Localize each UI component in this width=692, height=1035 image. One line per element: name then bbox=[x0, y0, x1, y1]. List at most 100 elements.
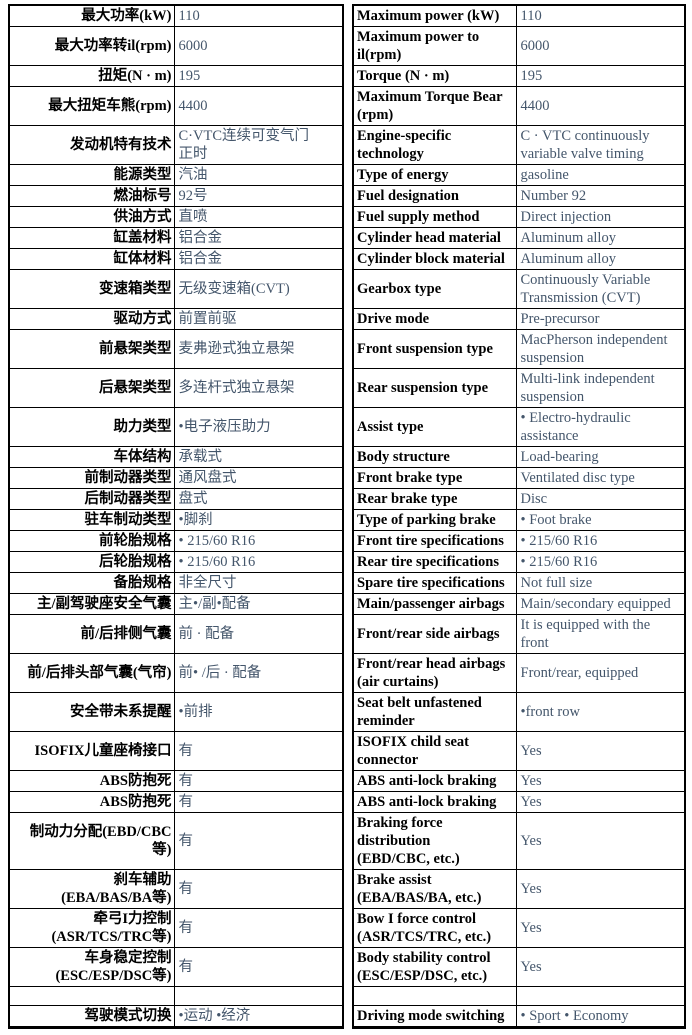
zh-value-cell: 承载式 bbox=[173, 446, 344, 468]
zh-value-cell: 195 bbox=[173, 65, 344, 87]
spec-row: 制动力分配(EBD/CBC 等) 有 Braking force distribut… bbox=[8, 812, 686, 870]
en-label-cell: Spare tire specifications bbox=[352, 572, 517, 594]
en-value-cell: • 215/60 R16 bbox=[515, 530, 686, 552]
zh-label-cell: 缸盖材料 bbox=[8, 227, 175, 249]
zh-label-cell: 前制动器类型 bbox=[8, 467, 175, 489]
zh-label-cell: 前悬架类型 bbox=[8, 329, 175, 369]
zh-label-cell: 变速箱类型 bbox=[8, 269, 175, 309]
zh-value-cell: 通风盘式 bbox=[173, 467, 344, 489]
spec-row: 后制动器类型 盘式 Rear brake type Disc bbox=[8, 488, 686, 510]
zh-label-cell: 前/后排侧气囊 bbox=[8, 614, 175, 654]
en-value-cell: Yes bbox=[515, 908, 686, 948]
table-gap bbox=[342, 329, 354, 369]
zh-value-cell bbox=[173, 986, 344, 1006]
table-gap bbox=[342, 572, 354, 594]
spec-row: 前悬架类型 麦弗逊式独立悬架 Front suspension type MacPhe… bbox=[8, 329, 686, 369]
zh-label-cell: 前/后排头部气囊(气帘) bbox=[8, 653, 175, 693]
en-value-cell: 6000 bbox=[515, 26, 686, 66]
spec-row: 备胎规格 非全尺寸 Spare tire specifications Not ful… bbox=[8, 572, 686, 594]
zh-value-cell: 有 bbox=[173, 869, 344, 909]
spec-table-body: 最大功率(kW) 110 Maximum power (kW) 110 最大功率转il(… bbox=[8, 4, 686, 1029]
zh-value-cell: •脚刹 bbox=[173, 509, 344, 531]
en-value-cell: Aluminum alloy bbox=[515, 248, 686, 270]
zh-label-cell: 发动机特有技术 bbox=[8, 125, 175, 165]
table-gap bbox=[342, 488, 354, 510]
zh-value-cell: 有 bbox=[173, 812, 344, 870]
zh-value-cell: 92号 bbox=[173, 185, 344, 207]
table-gap bbox=[342, 269, 354, 309]
en-value-cell: Disc bbox=[515, 488, 686, 510]
table-gap bbox=[342, 908, 354, 948]
en-label-cell: Front tire specifications bbox=[352, 530, 517, 552]
en-label-cell: Cylinder head material bbox=[352, 227, 517, 249]
table-gap bbox=[342, 986, 354, 1006]
zh-value-cell: 非全尺寸 bbox=[173, 572, 344, 594]
zh-label-cell: 最大功率(kW) bbox=[8, 4, 175, 27]
table-gap bbox=[342, 407, 354, 447]
spec-row: 前/后排头部气囊(气帘) 前• /后 · 配备 Front/rear head ai… bbox=[8, 653, 686, 693]
zh-value-cell: 主•/副•配备 bbox=[173, 593, 344, 615]
en-label-cell: Main/passenger airbags bbox=[352, 593, 517, 615]
en-label-cell: Maximum power to il(rpm) bbox=[352, 26, 517, 66]
zh-label-cell: ISOFIX儿童座椅接口 bbox=[8, 731, 175, 771]
table-gap bbox=[342, 791, 354, 813]
zh-label-cell: 前轮胎规格 bbox=[8, 530, 175, 552]
en-label-cell: Front suspension type bbox=[352, 329, 517, 369]
en-label-cell: Drive mode bbox=[352, 308, 517, 330]
en-label-cell: Cylinder block material bbox=[352, 248, 517, 270]
spec-row: ISOFIX儿童座椅接口有 ISOFIX child seat connector… bbox=[8, 731, 686, 771]
table-gap bbox=[342, 509, 354, 531]
zh-label-cell: 制动力分配(EBD/CBC 等) bbox=[8, 812, 175, 870]
spec-row: 驻车制动类型 •脚刹 Type of parking brake • Foot bra… bbox=[8, 509, 686, 531]
spec-row: 最大功率转il(rpm) 6000 Maximum power to il(rpm)… bbox=[8, 26, 686, 66]
zh-label-cell: 燃油标号 bbox=[8, 185, 175, 207]
en-label-cell: Brake assist (EBA/BAS/BA, etc.) bbox=[352, 869, 517, 909]
en-label-cell: Body structure bbox=[352, 446, 517, 468]
en-value-cell: Yes bbox=[515, 791, 686, 813]
table-gap bbox=[342, 248, 354, 270]
en-value-cell: Yes bbox=[515, 947, 686, 987]
spec-row: 最大扭矩车熊(rpm) 4400 Maximum Torque Bear (rpm)… bbox=[8, 86, 686, 126]
table-gap bbox=[342, 125, 354, 165]
zh-value-cell: 铝合金 bbox=[173, 227, 344, 249]
zh-label-cell bbox=[8, 986, 175, 1006]
zh-value-cell: 110 bbox=[173, 4, 344, 27]
zh-label-cell: 后轮胎规格 bbox=[8, 551, 175, 573]
en-value-cell: It is equipped with the front bbox=[515, 614, 686, 654]
spec-row: 前制动器类型 通风盘式 Front brake type Ventilated dis… bbox=[8, 467, 686, 489]
zh-value-cell: 无级变速箱(CVT) bbox=[173, 269, 344, 309]
spec-row: 驾驶模式切换 •运动 •经济 Driving mode switching • Spo… bbox=[8, 1005, 686, 1029]
spec-row: 车体结构 承载式 Body structure Load-bearing bbox=[8, 446, 686, 468]
en-label-cell: Driving mode switching bbox=[352, 1005, 517, 1029]
zh-value-cell: 6000 bbox=[173, 26, 344, 66]
en-label-cell: Front/rear side airbags bbox=[352, 614, 517, 654]
zh-label-cell: 牵弓I力控制 (ASR/TCS/TRC等) bbox=[8, 908, 175, 948]
en-value-cell: Load-bearing bbox=[515, 446, 686, 468]
table-gap bbox=[342, 227, 354, 249]
zh-value-cell: 汽油 bbox=[173, 164, 344, 186]
en-label-cell: Front brake type bbox=[352, 467, 517, 489]
spec-row: 后悬架类型 多连杆式独立悬架 Rear suspension type Multi-l… bbox=[8, 368, 686, 408]
table-gap bbox=[342, 368, 354, 408]
zh-label-cell: 备胎规格 bbox=[8, 572, 175, 594]
zh-label-cell: 驱动方式 bbox=[8, 308, 175, 330]
zh-label-cell: 刹车辅助 (EBA/BAS/BA等) bbox=[8, 869, 175, 909]
zh-label-cell: 最大功率转il(rpm) bbox=[8, 26, 175, 66]
table-gap bbox=[342, 731, 354, 771]
spec-row: 助力类型 •电子液压助力 Assist type • Electro-hydrauli… bbox=[8, 407, 686, 447]
spec-row: 前轮胎规格 • 215/60 R16 Front tire specificatio… bbox=[8, 530, 686, 552]
spec-row: 前/后排侧气囊前 · 配备 Front/rear side airbags It i… bbox=[8, 614, 686, 654]
en-label-cell: Rear suspension type bbox=[352, 368, 517, 408]
en-label-cell: Front/rear head airbags (air curtains) bbox=[352, 653, 517, 693]
zh-label-cell: 驾驶模式切换 bbox=[8, 1005, 175, 1029]
zh-label-cell: 扭矩(N · m) bbox=[8, 65, 175, 87]
spec-row: 驱动方式 前置前驱 Drive mode Pre-precursor bbox=[8, 308, 686, 330]
zh-value-cell: •运动 •经济 bbox=[173, 1005, 344, 1029]
en-value-cell: 195 bbox=[515, 65, 686, 87]
zh-value-cell: 直喷 bbox=[173, 206, 344, 228]
en-value-cell: Aluminum alloy bbox=[515, 227, 686, 249]
en-label-cell: Torque (N · m) bbox=[352, 65, 517, 87]
en-value-cell: •front row bbox=[515, 692, 686, 732]
zh-value-cell: 有 bbox=[173, 731, 344, 771]
